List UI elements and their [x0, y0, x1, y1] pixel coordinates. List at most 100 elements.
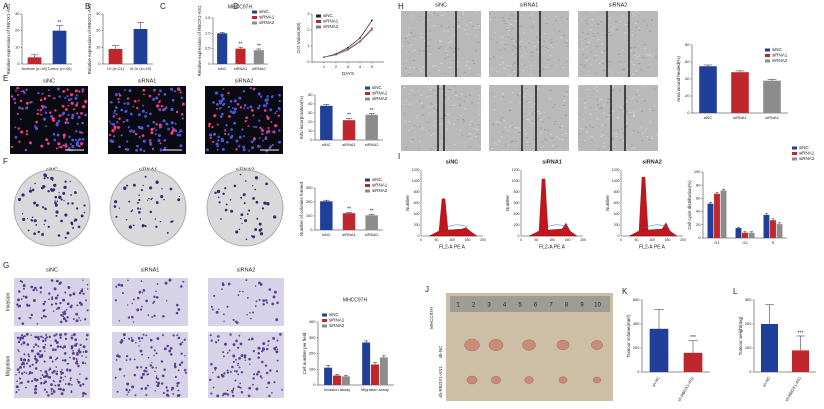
cell: [232, 387, 235, 390]
cell: [255, 372, 259, 376]
texture: [433, 120, 436, 122]
cell: [151, 316, 154, 318]
texture: [478, 74, 481, 76]
texture: [459, 104, 462, 106]
texture: [644, 129, 647, 131]
texture: [512, 49, 515, 51]
texture: [448, 122, 451, 124]
group-label: sh-RBOX1-AS1: [438, 366, 443, 398]
cell: [10, 145, 14, 149]
cell: [40, 335, 43, 338]
texture: [463, 120, 466, 122]
bar: [235, 48, 246, 64]
texture: [593, 57, 596, 59]
texture: [446, 30, 449, 32]
cell: [54, 339, 58, 342]
texture: [624, 24, 627, 26]
colony: [266, 202, 270, 206]
cell: [25, 362, 28, 365]
cell: [136, 366, 139, 369]
texture: [561, 128, 564, 130]
cell: [240, 354, 244, 358]
cell: [125, 140, 129, 143]
cell: [162, 334, 165, 337]
legend-label: siNC: [372, 85, 382, 90]
texture: [558, 148, 561, 150]
texture: [618, 72, 621, 74]
cell: [61, 369, 63, 371]
cell: [246, 313, 248, 316]
panel-label: H: [398, 2, 404, 11]
cell: [180, 352, 183, 355]
colony: [30, 219, 33, 222]
texture: [545, 22, 548, 24]
cell: [169, 353, 173, 356]
cell: [47, 94, 50, 97]
cell: [275, 370, 279, 373]
fit: [444, 224, 469, 229]
texture: [595, 86, 598, 88]
texture: [530, 65, 533, 67]
cell: [23, 365, 25, 368]
point: [359, 41, 361, 43]
cell: [227, 105, 230, 109]
cell: [158, 123, 162, 127]
cell: [132, 105, 135, 108]
cell: [112, 122, 115, 126]
texture: [511, 28, 514, 30]
cell: [274, 112, 277, 115]
colony: [216, 189, 221, 194]
cell: [171, 98, 175, 102]
texture: [613, 146, 616, 148]
texture: [521, 65, 524, 67]
texture: [507, 74, 510, 76]
texture: [444, 50, 447, 52]
texture: [592, 36, 595, 38]
cell: [108, 133, 112, 137]
image-title: siNC: [435, 2, 447, 8]
cell: [219, 115, 223, 119]
x-tick-label: 0: [620, 238, 622, 242]
texture: [418, 126, 421, 128]
texture: [463, 71, 466, 73]
cell: [224, 129, 227, 132]
x-tick-label: siNC: [218, 66, 227, 71]
legend-swatch: [316, 25, 321, 29]
cell: [37, 337, 41, 341]
texture: [547, 59, 550, 61]
cell: [29, 316, 32, 320]
legend-label: siRNA2: [323, 24, 339, 29]
texture: [445, 146, 448, 148]
cell: [39, 98, 43, 102]
tumor: [491, 376, 501, 384]
texture: [441, 90, 444, 92]
cell: [214, 369, 217, 371]
texture: [408, 93, 411, 95]
micrograph: [205, 86, 283, 154]
cell: [144, 387, 148, 390]
y-tick-label: 300: [309, 335, 316, 340]
cell: [147, 373, 150, 376]
y-axis-label: Tumour volume(mm³): [626, 314, 631, 358]
texture: [621, 15, 624, 17]
cell: [76, 112, 79, 115]
texture: [429, 95, 432, 97]
cell: [69, 379, 72, 382]
legend-swatch: [316, 20, 321, 23]
colony: [241, 222, 243, 225]
cell: [275, 318, 279, 322]
x-axis-label: DAYS: [342, 71, 354, 76]
cell: [13, 97, 16, 101]
row-label: Invasion: [5, 292, 11, 311]
texture: [405, 35, 408, 37]
texture: [494, 121, 497, 123]
texture: [655, 134, 658, 136]
colony: [43, 223, 45, 226]
y-tick-label: 300: [306, 185, 313, 190]
cell: [232, 343, 236, 346]
colony: [178, 195, 181, 198]
texture: [443, 85, 446, 87]
legend-label: siNC: [323, 13, 333, 18]
cell: [141, 109, 145, 113]
x-tick-label: 100: [549, 238, 555, 242]
